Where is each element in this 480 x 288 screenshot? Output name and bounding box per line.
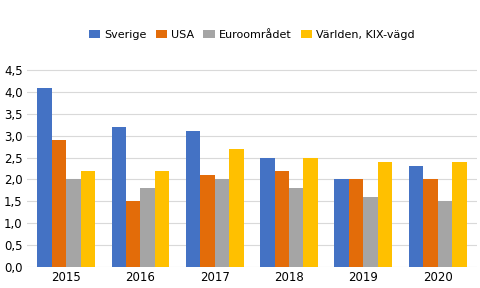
- Bar: [348, 179, 362, 267]
- Bar: [37, 88, 52, 267]
- Bar: [408, 166, 422, 267]
- Bar: [362, 197, 377, 267]
- Bar: [185, 131, 200, 267]
- Bar: [66, 179, 81, 267]
- Legend: Sverige, USA, Euroområdet, Världen, KIX-vägd: Sverige, USA, Euroområdet, Världen, KIX-…: [89, 30, 414, 40]
- Bar: [377, 162, 391, 267]
- Bar: [111, 127, 126, 267]
- Bar: [334, 179, 348, 267]
- Bar: [437, 201, 451, 267]
- Bar: [288, 188, 303, 267]
- Bar: [260, 158, 274, 267]
- Bar: [200, 175, 214, 267]
- Bar: [228, 149, 243, 267]
- Bar: [126, 201, 140, 267]
- Bar: [140, 188, 155, 267]
- Bar: [214, 179, 228, 267]
- Bar: [155, 171, 169, 267]
- Bar: [422, 179, 437, 267]
- Bar: [451, 162, 466, 267]
- Bar: [303, 158, 317, 267]
- Bar: [52, 140, 66, 267]
- Bar: [274, 171, 288, 267]
- Bar: [81, 171, 95, 267]
